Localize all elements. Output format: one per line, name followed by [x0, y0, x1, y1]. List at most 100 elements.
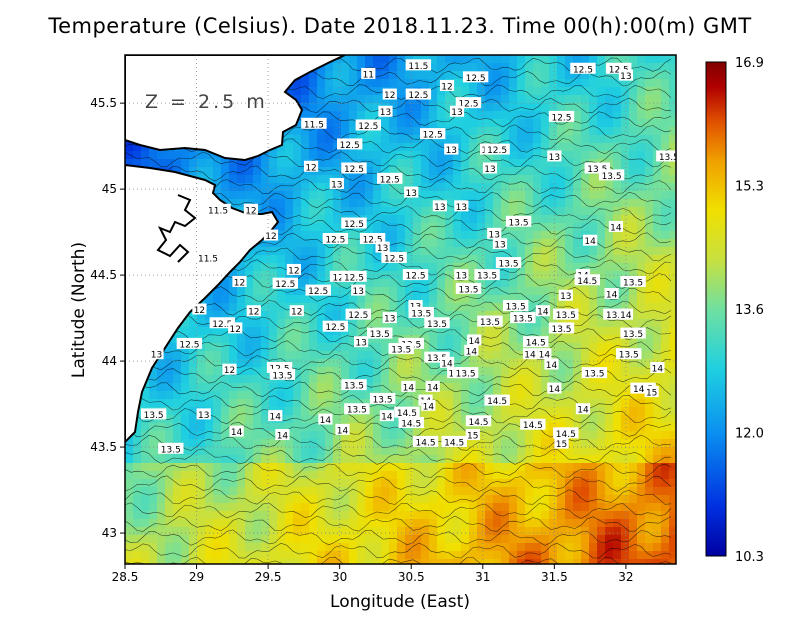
svg-text:12: 12 [291, 308, 302, 318]
svg-text:14: 14 [381, 413, 393, 423]
svg-text:13: 13 [198, 411, 209, 421]
contour-label: 13 [149, 348, 164, 361]
contour-label: 12 [286, 263, 301, 276]
contour-label: 11.5 [205, 203, 231, 216]
contour-label: 13 [487, 227, 502, 240]
colorbar [705, 61, 727, 557]
contour-label: 12.5 [209, 317, 236, 330]
x-tick-label: 32 [618, 570, 633, 584]
svg-text:14.5: 14.5 [444, 438, 464, 448]
contour-label: 13 [618, 69, 634, 82]
svg-text:13: 13 [377, 244, 388, 254]
contour-label: 13 [432, 200, 447, 213]
svg-text:13: 13 [620, 72, 631, 82]
svg-text:14.5: 14.5 [397, 409, 417, 419]
y-axis-label: Latitude (North) [69, 242, 89, 378]
contour-label: 13.5 [581, 367, 608, 380]
svg-text:14: 14 [610, 223, 622, 233]
svg-text:13: 13 [331, 180, 342, 190]
contour-label: 12.5 [484, 143, 510, 156]
svg-text:13.5: 13.5 [427, 354, 447, 364]
y-tick-label: 45.5 [90, 96, 117, 110]
contour-label: 13 [382, 312, 397, 325]
svg-text:13: 13 [456, 272, 467, 282]
svg-text:14: 14 [423, 402, 435, 412]
svg-text:14: 14 [320, 416, 332, 426]
contour-label: 13 [492, 238, 508, 251]
contour-label: 12.5 [455, 97, 482, 110]
contour-label: 13.5 [140, 408, 167, 421]
svg-text:14.5: 14.5 [416, 438, 436, 448]
contour-label: 14 [275, 429, 290, 442]
contour-label: 14.5 [484, 394, 510, 407]
contour-label: 13 [351, 284, 366, 297]
contour-label: 11 [361, 67, 376, 80]
svg-text:13: 13 [446, 146, 457, 156]
svg-text:13: 13 [494, 241, 505, 251]
svg-text:13.5: 13.5 [659, 153, 679, 163]
contour-label: 14 [618, 308, 634, 321]
x-axis-label: Longitude (East) [330, 592, 470, 612]
svg-text:12.5: 12.5 [487, 146, 507, 156]
x-tick-label: 28.5 [112, 570, 139, 584]
y-tick-label: 44 [102, 354, 117, 368]
contour-label: 13 [375, 241, 390, 254]
colorbar-tick-label: 12.0 [735, 427, 764, 442]
colorbar-tick-label: 13.6 [735, 303, 764, 318]
svg-text:15: 15 [467, 432, 478, 442]
contour-label: 14 [335, 423, 350, 436]
svg-text:11: 11 [363, 70, 374, 80]
contour-label: 13.5 [455, 282, 482, 295]
svg-text:13.5: 13.5 [480, 318, 500, 328]
svg-text:13.5: 13.5 [370, 330, 390, 340]
svg-text:12.5: 12.5 [325, 235, 345, 245]
svg-text:11.5: 11.5 [198, 254, 218, 264]
svg-text:13.5: 13.5 [587, 165, 607, 175]
svg-text:12.5: 12.5 [212, 320, 232, 330]
contour-label: 13 [444, 143, 459, 156]
contour-label: 13.5 [548, 322, 575, 335]
contour-label: 13.5 [495, 257, 522, 270]
chart-title: Temperature (Celsius). Date 2018.11.23. … [48, 14, 752, 38]
contour-label: 13.5 [341, 379, 367, 392]
contour-label: 14 [604, 288, 619, 301]
contour-label: 14.5 [520, 418, 546, 431]
svg-text:14: 14 [466, 347, 478, 357]
svg-text:13.5: 13.5 [623, 330, 643, 340]
contour-label: 13.5 [620, 327, 646, 340]
contour-label: 14.5 [553, 427, 579, 440]
contour-label: 13.5 [388, 343, 414, 356]
svg-text:12.5: 12.5 [344, 273, 364, 283]
contour-label: 13 [482, 162, 498, 175]
svg-text:14.5: 14.5 [526, 339, 546, 349]
contour-label: 12.5 [606, 62, 632, 75]
contour-label: 12 [243, 203, 259, 216]
contour-label: 12.5 [381, 251, 407, 264]
svg-text:13.5: 13.5 [551, 325, 571, 335]
coastline-land [125, 55, 346, 444]
contour-label: 14.5 [441, 435, 467, 448]
svg-text:13.5: 13.5 [411, 309, 431, 319]
svg-text:13.5: 13.5 [513, 315, 533, 325]
contour-label: 14.5 [398, 416, 424, 429]
contour-label: 13 [547, 150, 562, 163]
svg-text:14: 14 [577, 406, 589, 416]
contour-label: 14 [268, 410, 283, 423]
contour-label: 12.5 [322, 320, 349, 333]
svg-text:12: 12 [224, 366, 235, 376]
contour-label: 13.5 [510, 312, 536, 325]
svg-text:13.5: 13.5 [347, 406, 367, 416]
x-tick-label: 31 [475, 570, 490, 584]
svg-text:14: 14 [546, 361, 558, 371]
x-tick-label: 30.5 [398, 570, 425, 584]
svg-text:13.5: 13.5 [602, 172, 622, 182]
svg-text:13: 13 [489, 230, 500, 240]
contour-label: 13 [558, 289, 573, 302]
contour-label: 13.5 [369, 392, 396, 405]
svg-text:14: 14 [403, 383, 415, 393]
contour-label: 11.5 [195, 251, 221, 264]
svg-text:12.5: 12.5 [408, 91, 428, 101]
svg-text:12: 12 [305, 163, 316, 173]
svg-text:12.5: 12.5 [348, 311, 368, 321]
